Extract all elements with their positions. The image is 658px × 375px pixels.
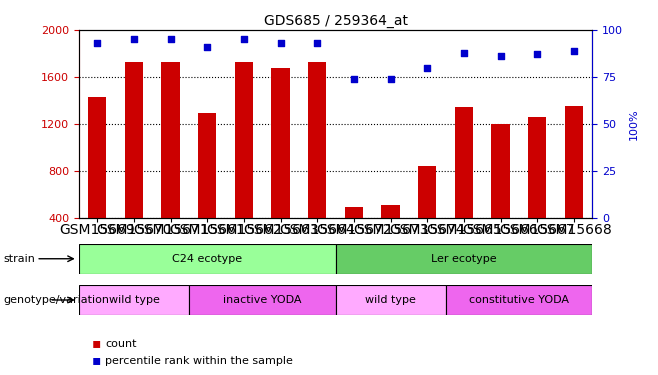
Title: GDS685 / 259364_at: GDS685 / 259364_at bbox=[264, 13, 407, 28]
Text: strain: strain bbox=[3, 254, 35, 264]
Bar bbox=[528, 117, 546, 264]
FancyBboxPatch shape bbox=[79, 244, 336, 274]
Point bbox=[459, 50, 469, 55]
Text: ▪: ▪ bbox=[92, 336, 101, 350]
Bar bbox=[455, 107, 473, 264]
Bar bbox=[308, 62, 326, 264]
Text: wild type: wild type bbox=[109, 295, 159, 305]
FancyBboxPatch shape bbox=[336, 285, 445, 315]
Bar bbox=[418, 166, 436, 264]
Point bbox=[202, 44, 213, 50]
Bar bbox=[271, 68, 290, 264]
Point bbox=[275, 40, 286, 46]
Text: inactive YODA: inactive YODA bbox=[223, 295, 301, 305]
Point bbox=[569, 48, 579, 54]
Point bbox=[239, 36, 249, 42]
Text: count: count bbox=[105, 339, 137, 349]
Point bbox=[312, 40, 322, 46]
Bar bbox=[125, 62, 143, 264]
Text: wild type: wild type bbox=[365, 295, 416, 305]
Point bbox=[386, 76, 396, 82]
Bar bbox=[88, 97, 107, 264]
Bar bbox=[492, 124, 510, 264]
FancyBboxPatch shape bbox=[79, 285, 189, 315]
Text: constitutive YODA: constitutive YODA bbox=[469, 295, 569, 305]
Bar bbox=[382, 205, 399, 264]
Point bbox=[349, 76, 359, 82]
Bar bbox=[235, 62, 253, 264]
FancyBboxPatch shape bbox=[445, 285, 592, 315]
Y-axis label: 100%: 100% bbox=[628, 108, 638, 140]
Point bbox=[165, 36, 176, 42]
Text: ▪: ▪ bbox=[92, 353, 101, 367]
Bar bbox=[565, 106, 583, 264]
Bar bbox=[345, 207, 363, 264]
Point bbox=[495, 53, 506, 59]
Bar bbox=[198, 113, 216, 264]
Text: percentile rank within the sample: percentile rank within the sample bbox=[105, 356, 293, 366]
FancyBboxPatch shape bbox=[189, 285, 336, 315]
Text: genotype/variation: genotype/variation bbox=[3, 295, 109, 305]
Text: C24 ecotype: C24 ecotype bbox=[172, 254, 242, 264]
Point bbox=[422, 64, 432, 70]
Point bbox=[92, 40, 103, 46]
FancyBboxPatch shape bbox=[336, 244, 592, 274]
Bar bbox=[161, 62, 180, 264]
Point bbox=[532, 51, 542, 57]
Text: Ler ecotype: Ler ecotype bbox=[431, 254, 497, 264]
Point bbox=[129, 36, 139, 42]
